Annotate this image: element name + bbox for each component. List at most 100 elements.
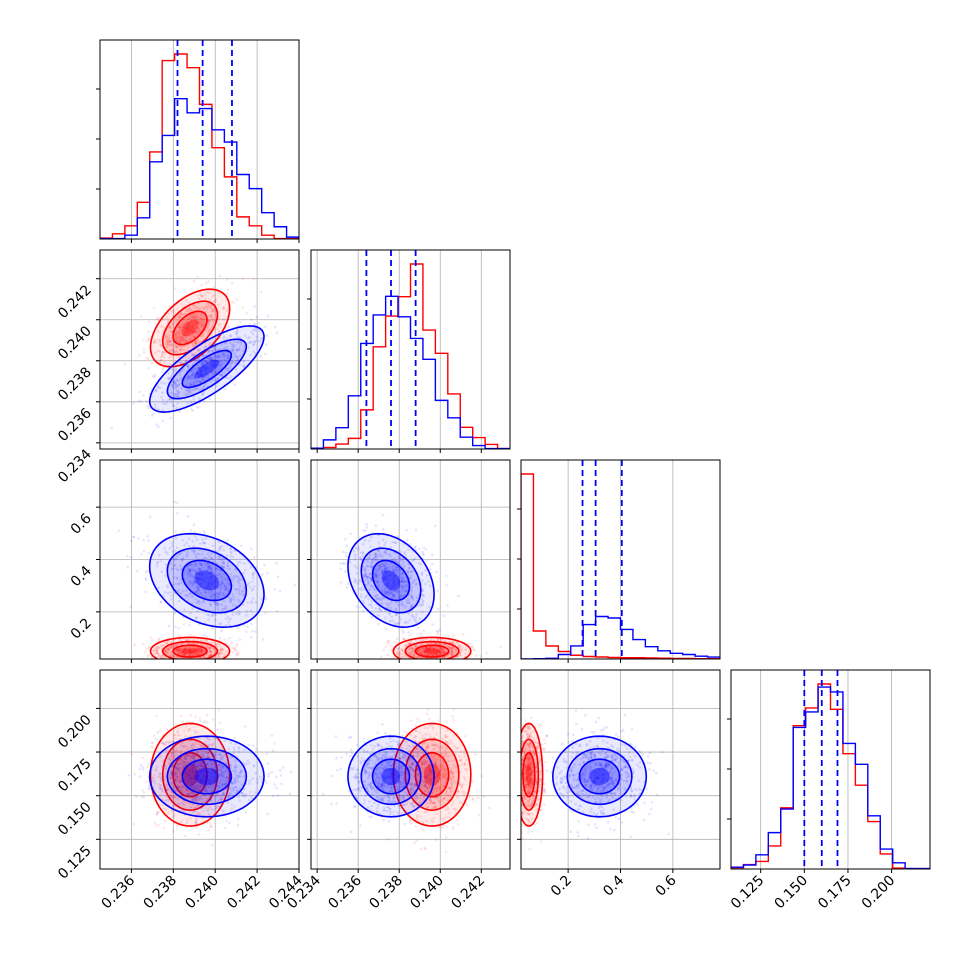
scatter-point bbox=[450, 653, 453, 656]
scatter-point bbox=[194, 372, 198, 375]
scatter-point bbox=[183, 652, 186, 656]
scatter-point bbox=[432, 649, 436, 653]
ticks-3-3 bbox=[567, 659, 674, 663]
scatter-point bbox=[206, 366, 210, 370]
scatter-point bbox=[215, 576, 218, 580]
scatter-point bbox=[443, 656, 446, 659]
scatter-point bbox=[153, 821, 157, 825]
scatter-point bbox=[344, 570, 347, 573]
scatter-point bbox=[200, 369, 204, 372]
scatter-point bbox=[405, 538, 409, 542]
scatter-point bbox=[211, 557, 214, 561]
scatter-point bbox=[208, 653, 212, 657]
scatter-point bbox=[177, 638, 181, 642]
scatter-point bbox=[380, 655, 383, 659]
scatter-point bbox=[190, 373, 194, 377]
scatter-point bbox=[220, 650, 224, 654]
scatter-point bbox=[404, 643, 407, 647]
scatter-point bbox=[179, 337, 182, 340]
scatter-point bbox=[154, 373, 157, 377]
scatter-point bbox=[225, 309, 229, 312]
scatter-point bbox=[209, 650, 213, 654]
scatter-point bbox=[191, 325, 194, 329]
scatter-point bbox=[197, 348, 200, 352]
scatter-point bbox=[195, 601, 199, 604]
scatter-point bbox=[421, 653, 425, 656]
scatter-point bbox=[186, 568, 190, 572]
scatter-point bbox=[206, 304, 209, 308]
scatter-point bbox=[155, 737, 158, 741]
scatter-point bbox=[206, 376, 210, 380]
scatter-point bbox=[184, 298, 188, 302]
scatter-point bbox=[400, 656, 403, 659]
scatter-point bbox=[245, 610, 249, 613]
scatter-point bbox=[209, 567, 213, 571]
scatter-point bbox=[191, 650, 195, 654]
scatter-point bbox=[384, 627, 388, 631]
scatter-point bbox=[228, 366, 232, 370]
scatter-point bbox=[203, 345, 207, 349]
scatter-point bbox=[150, 362, 154, 365]
scatter-point bbox=[437, 652, 441, 655]
scatter-point bbox=[178, 344, 182, 348]
scatter-point bbox=[435, 650, 438, 654]
scatter-point bbox=[212, 286, 216, 289]
scatter-point bbox=[216, 601, 219, 605]
scatter-point bbox=[425, 649, 428, 653]
scatter-point bbox=[196, 316, 199, 320]
scatter-point bbox=[216, 594, 219, 598]
scatter-point bbox=[201, 294, 204, 298]
scatter-point bbox=[200, 649, 204, 652]
scatter-point bbox=[442, 650, 446, 654]
scatter-point bbox=[194, 581, 198, 585]
scatter-point bbox=[237, 610, 241, 613]
scatter-point bbox=[173, 382, 176, 386]
scatter-point bbox=[461, 632, 465, 636]
scatter-point bbox=[205, 360, 208, 364]
scatter-point bbox=[157, 639, 160, 642]
scatter-point bbox=[203, 579, 207, 583]
scatter-point bbox=[199, 324, 203, 328]
scatter-point bbox=[195, 341, 199, 345]
scatter-point bbox=[196, 577, 199, 580]
scatter-point bbox=[187, 324, 191, 328]
scatter-point bbox=[192, 398, 196, 401]
scatter-point bbox=[169, 590, 172, 594]
scatter-point bbox=[192, 650, 195, 653]
scatter-point bbox=[173, 564, 176, 567]
scatter-point bbox=[189, 563, 192, 566]
scatter-point bbox=[167, 338, 170, 342]
scatter-point bbox=[264, 325, 267, 329]
scatter-point bbox=[220, 645, 223, 649]
scatter-point bbox=[195, 371, 199, 374]
scatter-point bbox=[180, 369, 183, 373]
scatter-point bbox=[174, 655, 178, 659]
scatter-point bbox=[429, 648, 433, 652]
scatter-point bbox=[419, 648, 422, 652]
scatter-point bbox=[416, 643, 419, 647]
scatter-point bbox=[189, 374, 192, 378]
scatter-point bbox=[173, 722, 176, 726]
scatter-point bbox=[219, 622, 223, 625]
scatter-point bbox=[455, 641, 459, 644]
scatter-point bbox=[250, 600, 253, 603]
scatter-point bbox=[145, 765, 149, 769]
scatter-point bbox=[153, 340, 156, 344]
scatter-point bbox=[189, 400, 193, 403]
scatter-point bbox=[213, 585, 217, 589]
scatter-point bbox=[198, 348, 202, 352]
scatter-point bbox=[438, 652, 442, 655]
scatter-point bbox=[418, 638, 421, 642]
scatter-point bbox=[184, 334, 188, 338]
scatter-point bbox=[194, 647, 197, 650]
scatter-point bbox=[197, 599, 200, 603]
scatter-point bbox=[220, 343, 223, 346]
scatter-point bbox=[196, 356, 200, 359]
scatter-point bbox=[204, 372, 208, 376]
scatter-point bbox=[199, 380, 202, 383]
scatter-point bbox=[167, 371, 170, 375]
scatter-point bbox=[167, 648, 171, 652]
scatter-point bbox=[176, 402, 179, 405]
scatter-point bbox=[189, 573, 193, 577]
scatter-point bbox=[440, 652, 444, 656]
